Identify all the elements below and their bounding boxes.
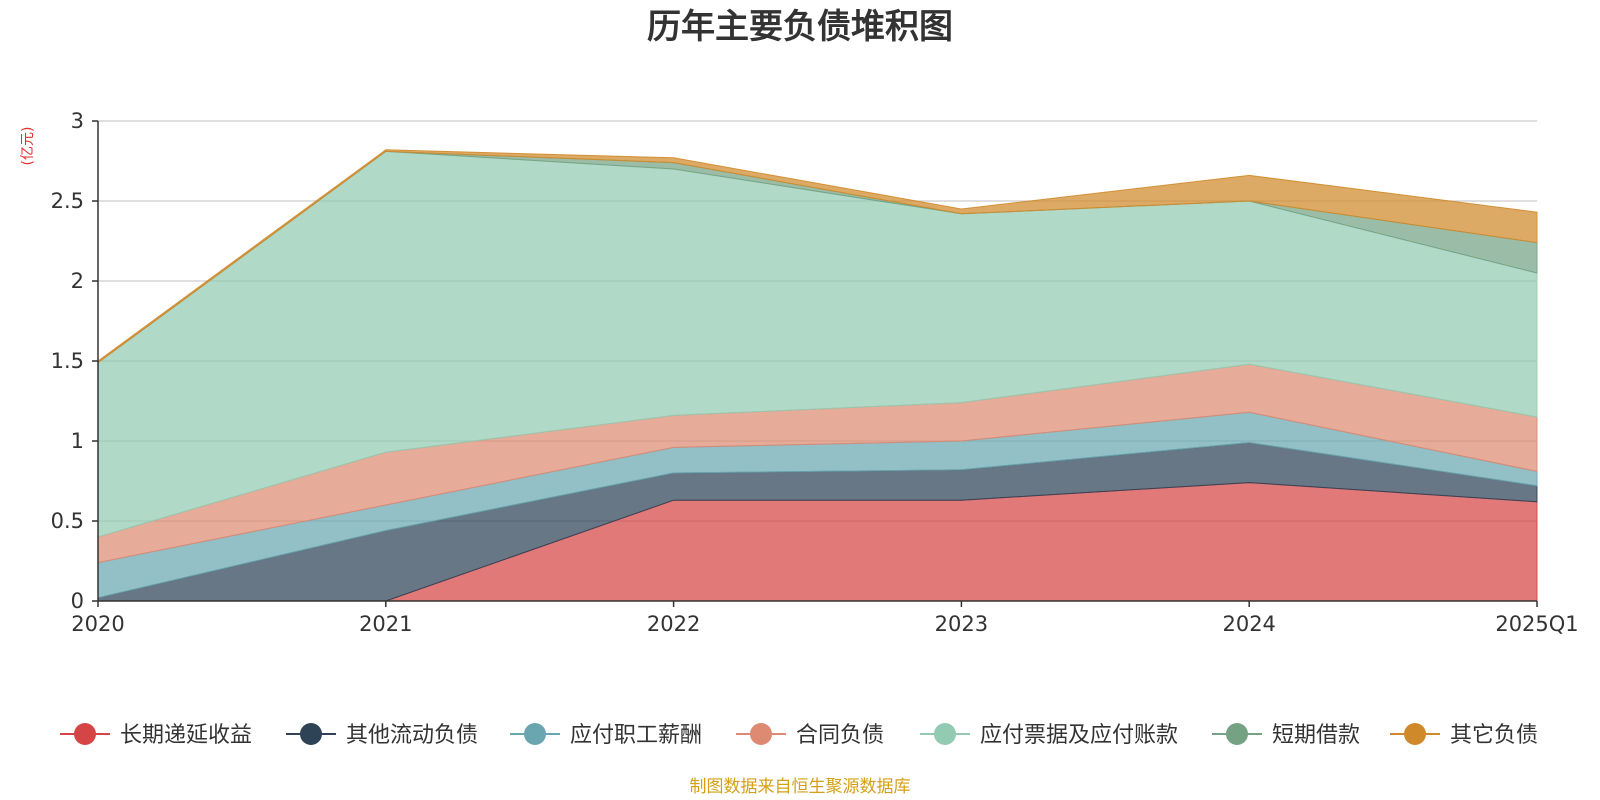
legend-label: 应付职工薪酬 xyxy=(570,723,702,748)
area-layer xyxy=(97,149,1538,602)
y-tick-label: 3 xyxy=(71,109,84,133)
legend-label: 其它负债 xyxy=(1450,723,1538,748)
legend-item[interactable]: 短期借款 xyxy=(1212,723,1360,748)
x-tick-label: 2024 xyxy=(1222,612,1275,636)
y-tick-label: 1 xyxy=(71,429,84,453)
axis-layer: 0 0.5 1 1.5 2 2.5 3 2020 2021 2022 2023 2024 2025Q1 xyxy=(51,109,1579,636)
legend-marker-dot xyxy=(74,723,96,745)
x-tick-label: 2025Q1 xyxy=(1495,612,1578,636)
legend-item[interactable]: 应付职工薪酬 xyxy=(510,723,702,748)
y-tick-label: 0.5 xyxy=(51,509,84,533)
legend: 长期递延收益 其他流动负债 应付职工薪酬 合同负债 应付票据及应付账款 短期借款 其它负债 xyxy=(60,723,1538,748)
legend-label: 长期递延收益 xyxy=(120,723,252,748)
y-tick-label: 1.5 xyxy=(51,349,84,373)
chart-title: 历年主要负债堆积图 xyxy=(647,7,953,47)
legend-label: 合同负债 xyxy=(796,723,884,748)
legend-item[interactable]: 合同负债 xyxy=(736,723,884,748)
x-tick-label: 2021 xyxy=(359,612,412,636)
legend-label: 应付票据及应付账款 xyxy=(980,723,1178,748)
legend-marker-dot xyxy=(300,723,322,745)
data-source-note: 制图数据来自恒生聚源数据库 xyxy=(690,777,911,797)
area-series-6 xyxy=(97,149,1538,364)
legend-label: 其他流动负债 xyxy=(346,723,478,748)
legend-item[interactable]: 其它负债 xyxy=(1390,723,1538,748)
y-tick-label: 2 xyxy=(71,269,84,293)
x-tick-label: 2022 xyxy=(647,612,700,636)
legend-marker-dot xyxy=(1404,723,1426,745)
y-axis-unit-label: (亿元) xyxy=(20,127,36,166)
legend-item[interactable]: 其他流动负债 xyxy=(286,723,478,748)
x-tick-label: 2020 xyxy=(71,612,124,636)
legend-item[interactable]: 应付票据及应付账款 xyxy=(920,723,1178,748)
y-tick-label: 2.5 xyxy=(51,189,84,213)
legend-marker-dot xyxy=(934,723,956,745)
y-tick-label: 0 xyxy=(71,589,84,613)
legend-label: 短期借款 xyxy=(1272,723,1360,748)
x-tick-label: 2023 xyxy=(935,612,988,636)
legend-marker-dot xyxy=(1226,723,1248,745)
legend-marker-dot xyxy=(524,723,546,745)
legend-item[interactable]: 长期递延收益 xyxy=(60,723,252,748)
legend-marker-dot xyxy=(750,723,772,745)
